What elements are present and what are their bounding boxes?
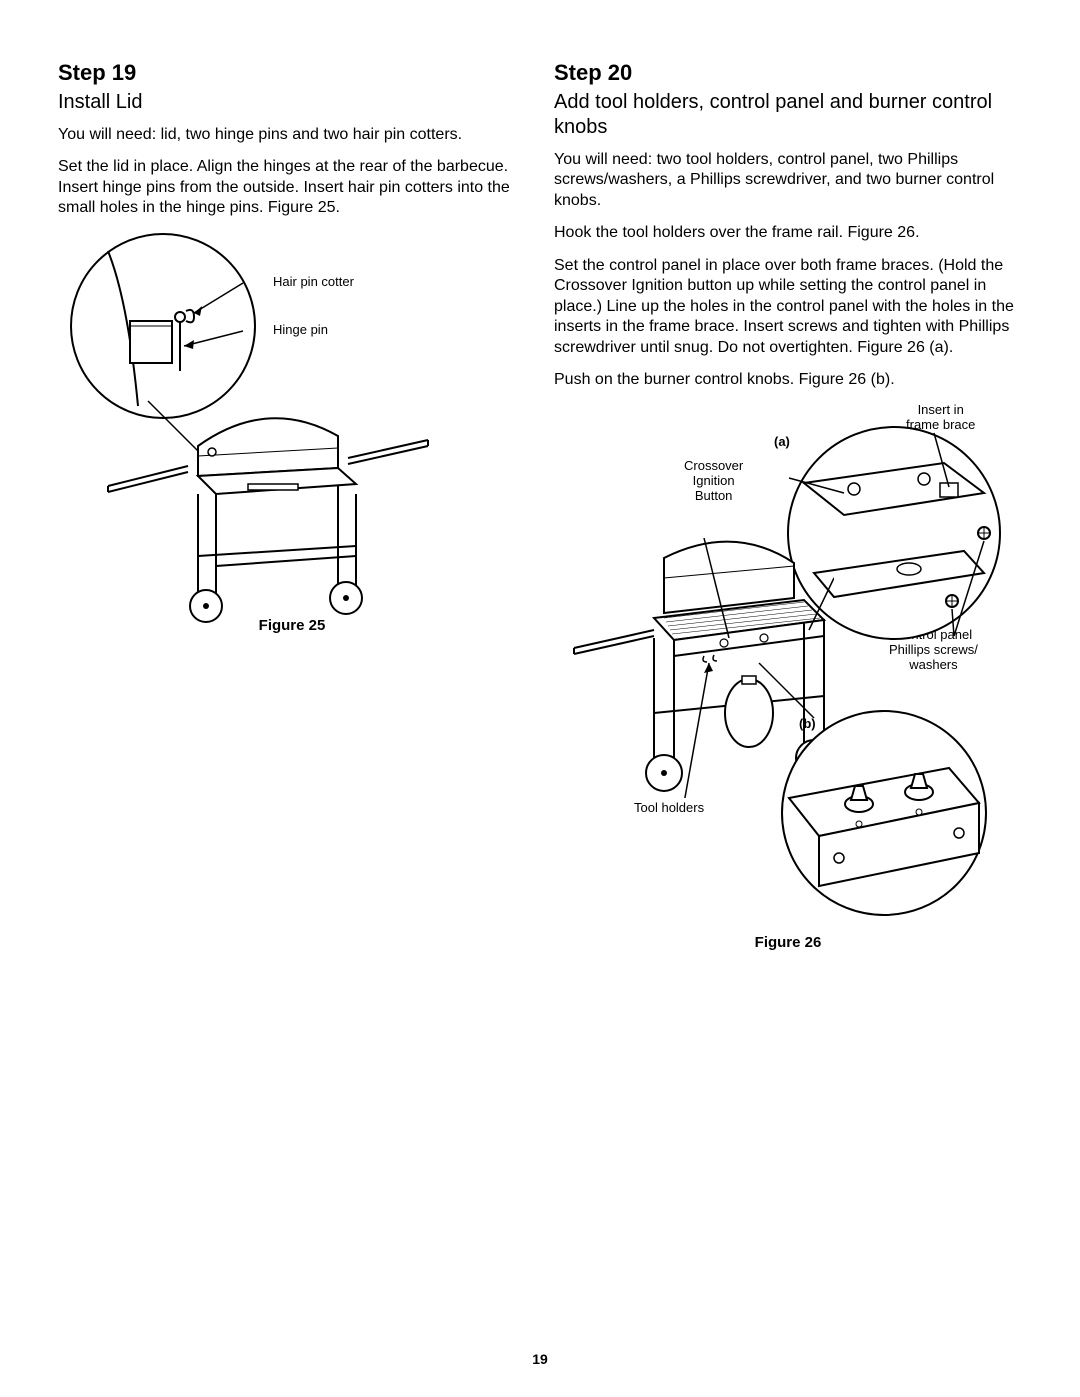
- label-tool-holders: Tool holders: [634, 801, 704, 816]
- right-p4: Push on the burner control knobs. Figure…: [554, 370, 1022, 390]
- left-p1: You will need: lid, two hinge pins and t…: [58, 125, 526, 145]
- label-hinge-pin: Hinge pin: [273, 323, 328, 338]
- figure-26-leader-b-icon: [754, 658, 834, 738]
- right-p2: Hook the tool holders over the frame rai…: [554, 223, 1022, 243]
- step-heading-left: Step 19: [58, 60, 526, 86]
- left-p2: Set the lid in place. Align the hinges a…: [58, 157, 526, 218]
- figure-25: Hair pin cotter Hinge pin: [58, 231, 526, 631]
- right-p3: Set the control panel in place over both…: [554, 256, 1022, 358]
- figure-25-grill-icon: [98, 406, 438, 626]
- step-heading-right: Step 20: [554, 60, 1022, 86]
- figure-26-detail-b-icon: [779, 708, 989, 918]
- right-p1: You will need: two tool holders, control…: [554, 150, 1022, 211]
- label-crossover-ignition: Crossover Ignition Button: [684, 459, 743, 504]
- page: Step 19 Install Lid You will need: lid, …: [0, 0, 1080, 1397]
- left-column: Step 19 Install Lid You will need: lid, …: [58, 60, 526, 963]
- right-column: Step 20 Add tool holders, control panel …: [554, 60, 1022, 963]
- figure-26: (a) Insert in frame brace Crossover Igni…: [554, 403, 1022, 963]
- columns: Step 19 Install Lid You will need: lid, …: [58, 60, 1022, 963]
- sub-heading-right: Add tool holders, control panel and burn…: [554, 90, 1022, 140]
- sub-heading-left: Install Lid: [58, 90, 526, 115]
- figure-25-caption: Figure 25: [58, 617, 526, 634]
- figure-26-caption: Figure 26: [554, 934, 1022, 951]
- page-number: 19: [0, 1351, 1080, 1367]
- label-hair-pin-cotter: Hair pin cotter: [273, 275, 354, 290]
